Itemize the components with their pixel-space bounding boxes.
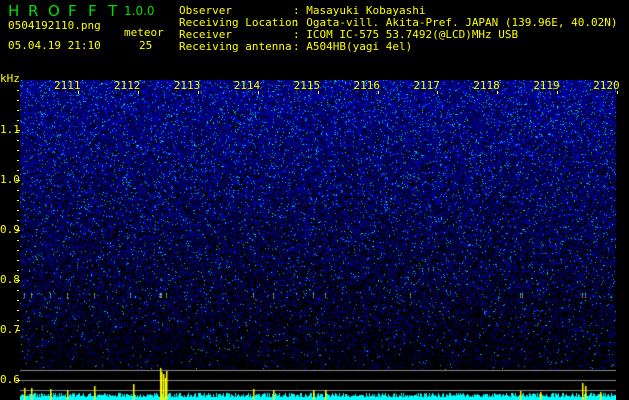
y-tick-label: 1.1	[0, 123, 20, 136]
info-value: Masayuki Kobayashi	[306, 4, 426, 17]
title-letter: F	[68, 2, 77, 20]
y-minor-tick	[17, 200, 19, 201]
title-letter: F	[88, 2, 97, 20]
y-minor-tick	[17, 250, 19, 251]
y-minor-tick	[17, 210, 19, 211]
x-tick-label: 2117	[413, 79, 440, 92]
y-minor-tick	[17, 90, 19, 91]
y-tick-mark	[16, 330, 20, 331]
meteor-label: meteor	[124, 26, 164, 39]
x-tick-mark	[437, 91, 439, 94]
y-minor-tick	[17, 260, 19, 261]
y-minor-tick	[17, 110, 19, 111]
x-tick-mark	[377, 91, 379, 94]
file-name: 0504192110.png	[8, 19, 101, 32]
info-label: Receiver	[179, 28, 232, 41]
y-minor-tick	[17, 140, 19, 141]
x-tick-mark	[137, 91, 139, 94]
x-tick-mark	[78, 91, 79, 94]
info-value: Ogata-vill. Akita-Pref. JAPAN (139.96E, …	[306, 16, 618, 29]
title-letter: R	[28, 2, 39, 20]
info-row-receiver: Receiver: ICOM IC-575 53.7492(@LCD)MHz U…	[179, 28, 519, 41]
x-tick-label: 2113	[173, 79, 201, 92]
title-letter: H	[8, 2, 20, 20]
x-tick-mark	[197, 91, 199, 94]
y-minor-tick	[17, 270, 19, 271]
y-minor-tick	[17, 100, 19, 101]
info-row-observer: Observer: Masayuki Kobayashi	[179, 4, 426, 17]
info-label: Receiving Location	[179, 16, 299, 29]
y-tick-label: 1.0	[0, 173, 20, 186]
x-tick-label: 2118	[473, 79, 500, 92]
x-tick-label: 2111	[54, 79, 81, 92]
x-tick-label: 2115	[293, 79, 321, 92]
x-tick-label: 2116	[353, 79, 381, 92]
y-tick-label: 0.7	[0, 323, 20, 336]
info-block: Observer: Masayuki Kobayashi Receiving Lo…	[179, 5, 618, 53]
x-tick-mark	[617, 91, 619, 94]
info-label: Observer	[179, 4, 232, 17]
x-tick-label: 2112	[113, 79, 141, 92]
y-minor-tick	[17, 230, 19, 231]
y-minor-tick	[17, 120, 19, 121]
y-minor-tick	[17, 240, 19, 241]
x-tick-mark	[257, 91, 259, 94]
app-version: 1.0.0	[124, 4, 155, 18]
spectrogram	[20, 80, 616, 400]
y-minor-tick	[17, 300, 19, 301]
file-datetime: 05.04.19 21:10	[8, 39, 101, 52]
y-tick-label: 0.6	[0, 373, 20, 386]
title-letter: O	[48, 2, 60, 20]
x-tick-label: 2120	[593, 79, 620, 92]
info-row-location: Receiving Location: Ogata-vill. Akita-Pr…	[179, 16, 618, 29]
y-minor-tick	[17, 170, 19, 171]
y-minor-tick	[17, 180, 19, 181]
y-minor-tick	[17, 220, 19, 221]
title-letter: T	[108, 2, 118, 20]
y-minor-tick	[17, 190, 19, 191]
x-tick-mark	[317, 91, 319, 94]
meteor-count: 25	[139, 39, 153, 52]
info-value: ICOM IC-575 53.7492(@LCD)MHz USB	[306, 28, 519, 41]
y-minor-tick	[17, 160, 19, 161]
y-unit-label: kHz	[0, 72, 20, 85]
info-value: A504HB(yagi 4el)	[306, 40, 413, 53]
y-minor-tick	[17, 150, 19, 151]
y-minor-tick	[17, 290, 19, 291]
y-tick-label: 0.9	[0, 223, 20, 236]
info-row-antenna: Receiving antenna: A504HB(yagi 4el)	[179, 40, 413, 53]
y-tick-label: 0.8	[0, 273, 20, 286]
x-tick-label: 2114	[233, 79, 261, 92]
y-minor-tick	[17, 280, 19, 281]
y-tick-mark	[16, 380, 20, 381]
y-minor-tick	[17, 310, 19, 311]
y-minor-tick	[17, 320, 19, 321]
x-tick-mark	[557, 91, 559, 94]
x-tick-mark	[497, 91, 499, 94]
y-minor-tick	[17, 130, 19, 131]
x-tick-label: 2119	[533, 79, 560, 92]
info-label: Receiving antenna	[179, 40, 292, 53]
